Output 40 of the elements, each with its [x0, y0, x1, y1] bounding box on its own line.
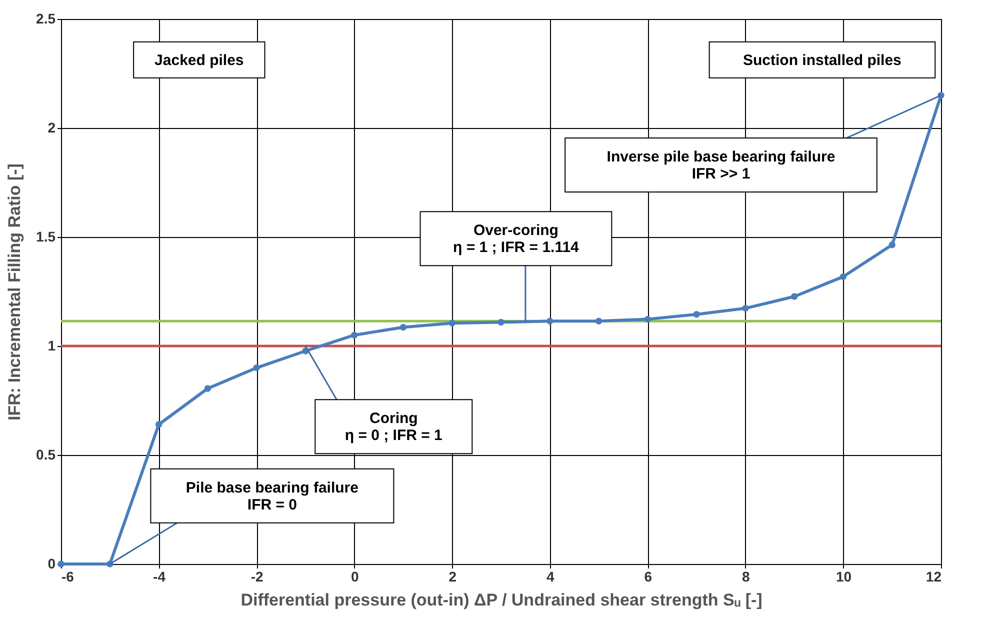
- point: [253, 364, 260, 372]
- annotation: Over-coring η = 1 ; IFR = 1.114: [453, 222, 580, 256]
- x-tick-label: 8: [742, 568, 750, 584]
- x-tick-label: 0: [350, 568, 359, 584]
- x-tick-label: 4: [546, 568, 554, 584]
- y-tick-label: 1.5: [36, 228, 56, 244]
- x-axis-title: Differential pressure (out-in) ΔP / Undrained shear strength Sᵤ [-]: [240, 590, 762, 610]
- point: [350, 332, 358, 338]
- x-tick-label: -2: [250, 568, 264, 584]
- y-tick-label: 2: [48, 120, 56, 136]
- y-tick-label: 0: [48, 556, 56, 572]
- point: [888, 242, 896, 248]
- y-tick-label: 0.5: [36, 446, 56, 462]
- x-tick-label: 12: [926, 568, 942, 584]
- x-tick-label: 2: [448, 568, 457, 584]
- point: [448, 320, 456, 326]
- point: [790, 293, 798, 300]
- y-axis-title: IFR: Incremental Filling Ratio [-]: [5, 164, 24, 420]
- x-tick-label: -4: [153, 568, 166, 584]
- annotation: Coring η = 0 ; IFR = 1: [344, 410, 442, 444]
- point: [400, 324, 407, 331]
- y-tick-label: 2.5: [36, 10, 56, 26]
- annotation: Suction installed piles: [743, 52, 902, 69]
- x-tick-label: 6: [644, 568, 652, 584]
- x-tick-label: 10: [836, 568, 852, 584]
- point: [58, 560, 64, 568]
- point: [644, 316, 652, 323]
- point: [155, 421, 162, 428]
- point: [546, 318, 554, 324]
- x-tick-label: -6: [62, 568, 74, 584]
- annotation: Jacked piles: [154, 52, 244, 69]
- point: [742, 304, 749, 312]
- point: [595, 318, 602, 324]
- point: [840, 273, 847, 280]
- point: [693, 311, 700, 318]
- annotation: Inverse pile base bearing failure IFR >> 1: [606, 148, 836, 183]
- point: [498, 318, 504, 326]
- point: [204, 385, 212, 392]
- annotation: Pile base bearing failure IFR = 0: [186, 479, 358, 514]
- y-tick-label: 1: [48, 338, 56, 354]
